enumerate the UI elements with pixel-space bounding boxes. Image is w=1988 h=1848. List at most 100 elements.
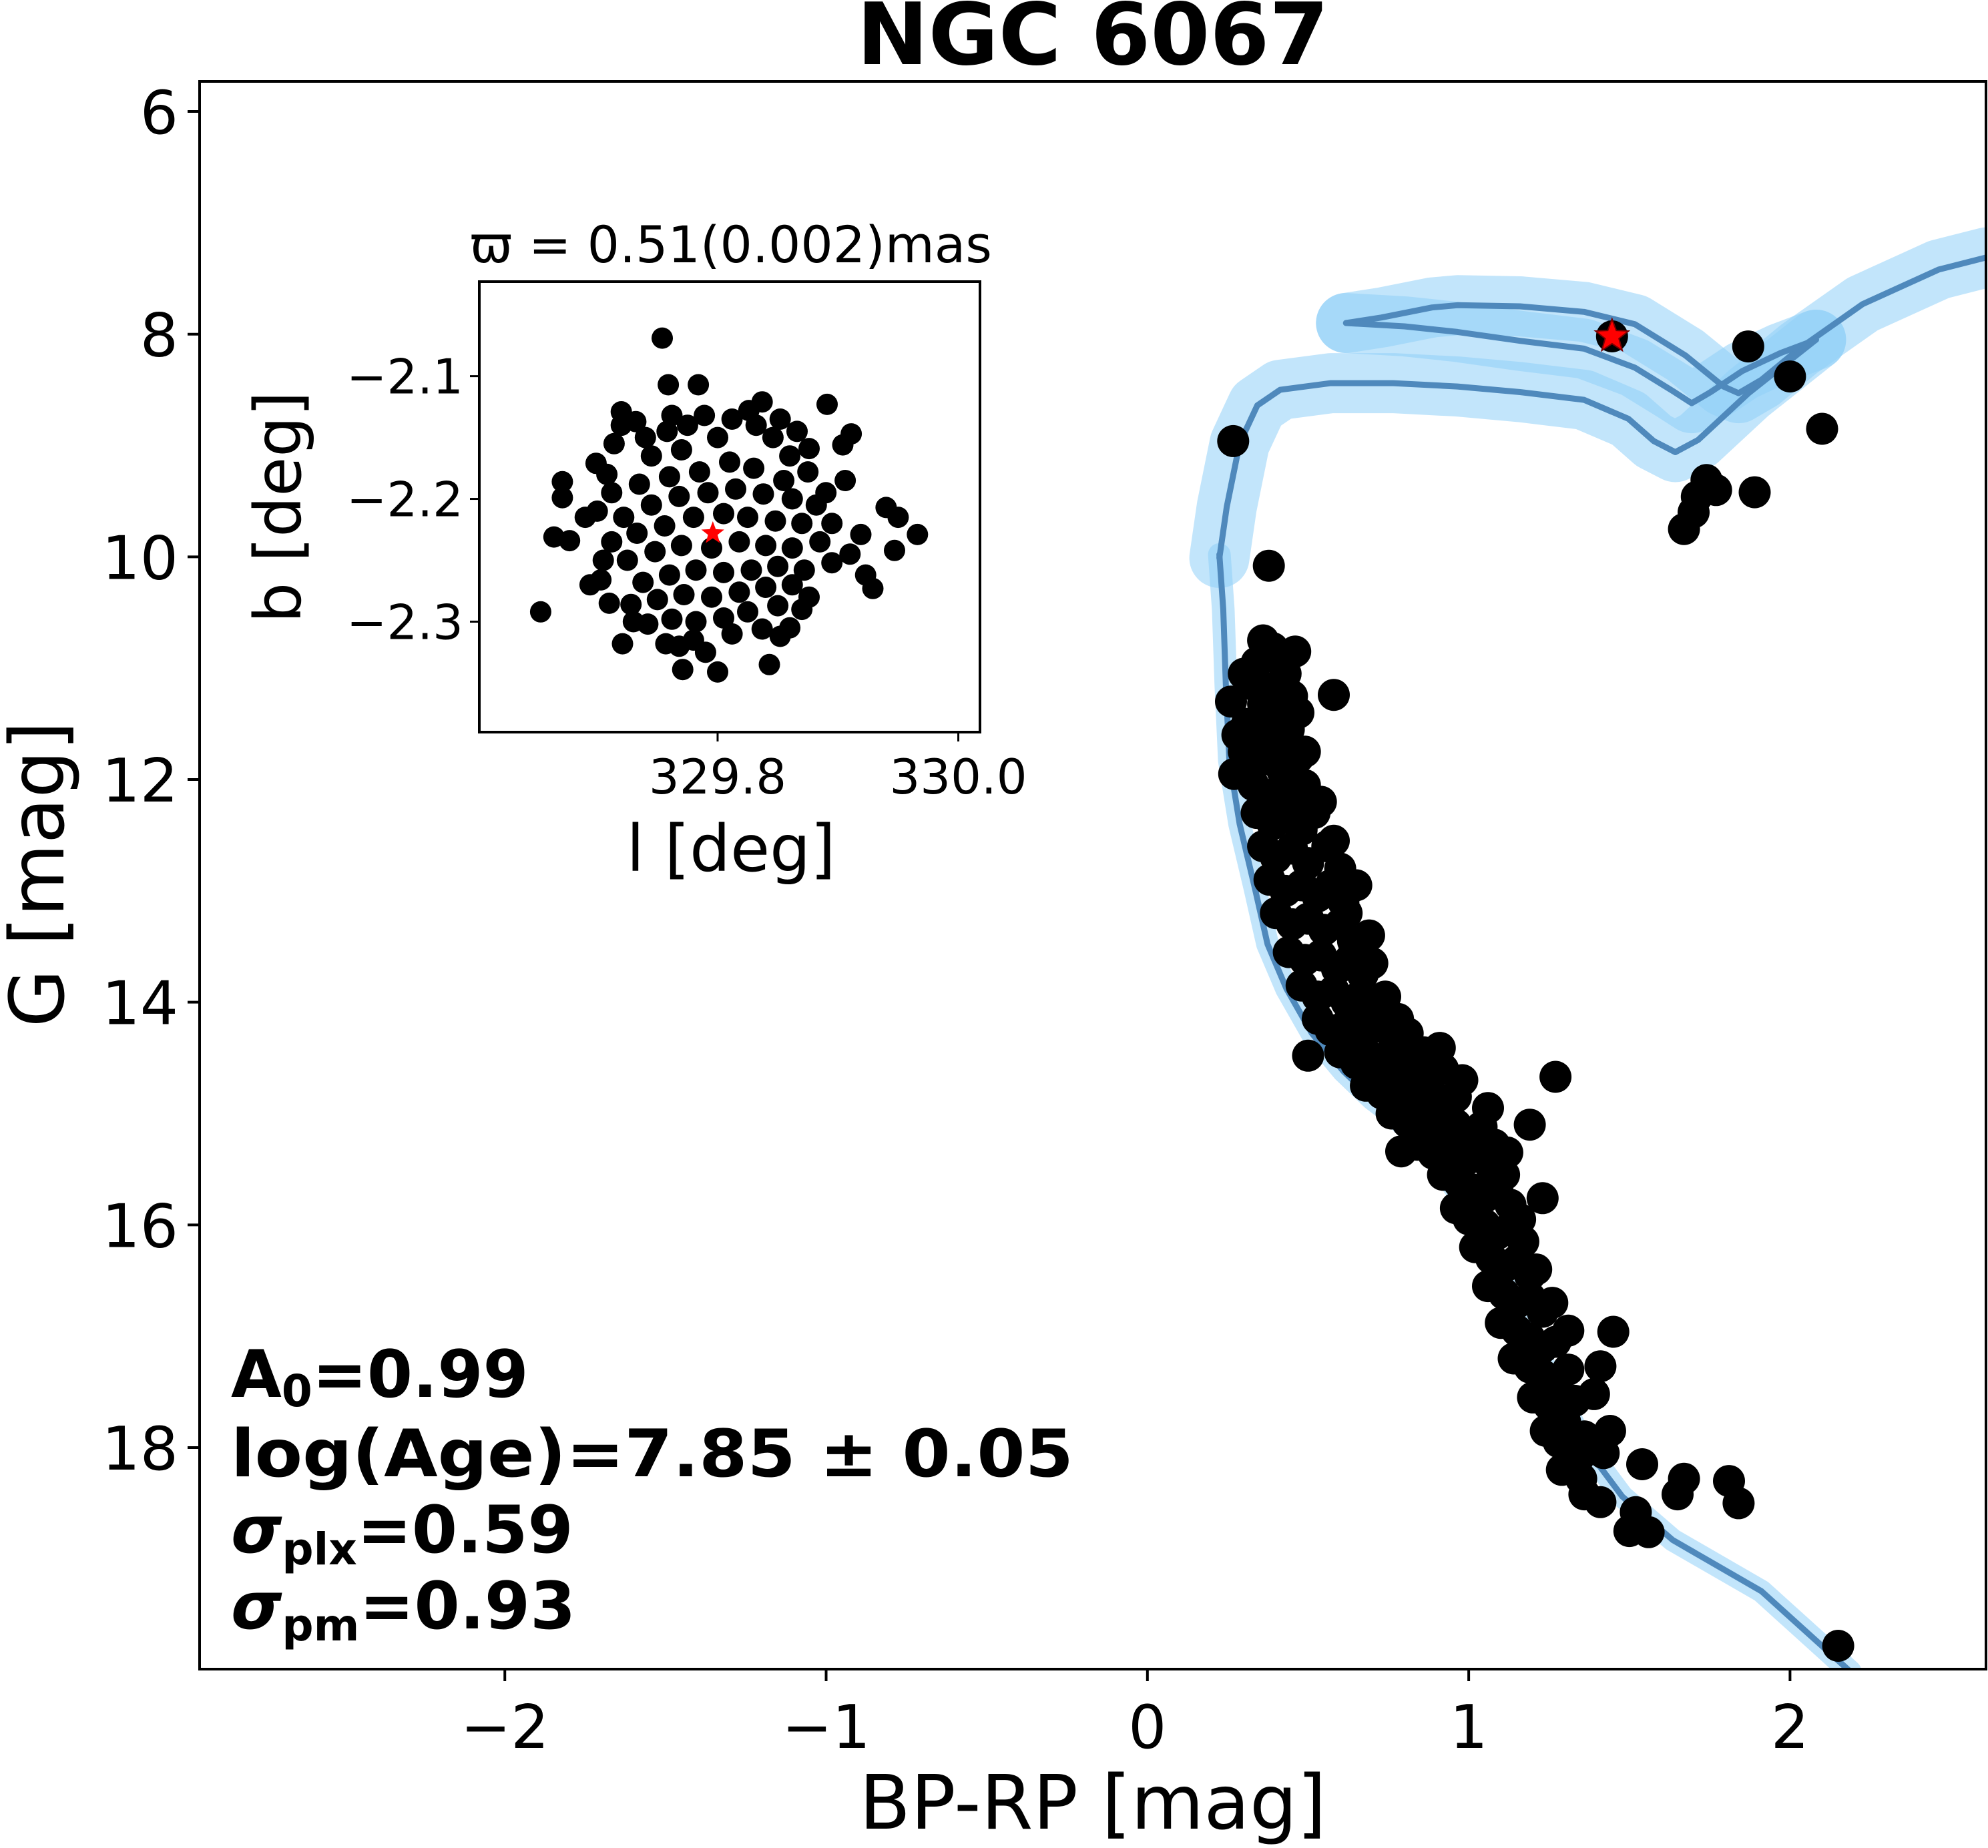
- cmd-point: [1504, 1203, 1537, 1235]
- inset-y-tick-label: −2.2: [346, 472, 463, 528]
- inset-point: [625, 410, 647, 432]
- inset-point: [611, 633, 634, 655]
- isochrone-upper-branch-a: [1342, 254, 1986, 396]
- cmd-point: [1536, 1287, 1569, 1319]
- inset-point: [767, 595, 789, 617]
- cmd-point: [1472, 1092, 1504, 1125]
- inset-point: [676, 414, 698, 436]
- inset-star-icon: [701, 521, 724, 543]
- cmd-point: [1292, 1039, 1324, 1072]
- inset-point: [670, 439, 692, 460]
- inset-point: [688, 374, 710, 396]
- inset-point: [791, 599, 813, 621]
- inset-point: [697, 482, 719, 504]
- inset-point: [839, 543, 861, 565]
- inset-point: [652, 327, 673, 349]
- inset-point: [601, 482, 623, 504]
- inset-point: [658, 466, 680, 488]
- inset-point: [551, 471, 573, 493]
- cmd-point: [1318, 824, 1350, 857]
- y-tick-label: 14: [101, 969, 178, 1039]
- inset-point: [791, 513, 813, 535]
- cmd-point: [1513, 1109, 1546, 1141]
- x-tick-label: 0: [1128, 1692, 1166, 1763]
- y-tick-label: 18: [101, 1414, 178, 1484]
- x-tick-label: 1: [1449, 1692, 1487, 1763]
- inset-point: [592, 549, 614, 571]
- cmd-point: [1593, 1415, 1626, 1447]
- inset-point: [762, 426, 784, 448]
- inset-point: [821, 552, 843, 574]
- inset-point: [779, 617, 801, 639]
- inset-point: [737, 507, 758, 529]
- cmd-point: [1597, 1315, 1630, 1348]
- cmd-point: [1288, 735, 1321, 768]
- cmd-point: [1732, 330, 1764, 363]
- inset-y-ticks: −2.1 −2.2 −2.3: [346, 349, 479, 650]
- inset-point: [707, 426, 728, 448]
- inset-point: [764, 510, 786, 532]
- inset-point: [745, 414, 767, 436]
- main-axes-frame: [198, 80, 1987, 1670]
- inset-point: [668, 485, 690, 507]
- y-tick-label: 6: [140, 78, 178, 148]
- cmd-point: [1722, 1487, 1755, 1520]
- inset-point: [725, 478, 746, 500]
- a0-symbol: A: [231, 1337, 282, 1413]
- cmd-point: [1584, 1350, 1617, 1383]
- sigma-plx-subscript: plx: [282, 1524, 356, 1575]
- inset-point: [862, 577, 884, 599]
- inset-point: [816, 393, 838, 415]
- cmd-point: [1340, 869, 1373, 902]
- inset-point: [646, 589, 668, 611]
- inset-point: [815, 482, 837, 504]
- inset-point: [755, 577, 777, 598]
- cmd-point: [1584, 1486, 1617, 1518]
- cmd-point: [1520, 1253, 1553, 1286]
- inset-axes-frame: [478, 280, 981, 733]
- inset-point: [682, 507, 704, 529]
- inset-point: [685, 611, 707, 633]
- annotation-sigma-plx: σplx=0.59: [231, 1492, 573, 1575]
- inset-point: [670, 535, 692, 557]
- inset-point: [672, 659, 694, 681]
- inset-point: [798, 438, 820, 460]
- chart-title: NGC 6067: [857, 0, 1329, 85]
- cmd-point: [1806, 412, 1838, 445]
- cmd-point: [1356, 947, 1389, 980]
- a0-value: =0.99: [312, 1337, 529, 1413]
- inset-x-tick-label: 329.8: [649, 749, 786, 805]
- inset-point: [656, 420, 678, 442]
- inset-point: [769, 408, 791, 430]
- cmd-point: [1304, 786, 1337, 818]
- inset-point: [752, 483, 774, 505]
- inset-point: [781, 574, 803, 596]
- cmd-point: [1218, 757, 1250, 790]
- inset-x-axis-label: l [deg]: [626, 812, 835, 886]
- inset-point: [728, 581, 750, 603]
- y-axis-ticks: 6 8 10 12 14 16 18: [101, 78, 200, 1484]
- annotation-sigma-pm: σpm=0.93: [231, 1568, 575, 1651]
- inset-points: [529, 327, 929, 683]
- cmd-point: [1552, 1314, 1585, 1347]
- cmd-point: [1626, 1448, 1658, 1480]
- inset-point: [773, 470, 795, 491]
- inset-point: [758, 653, 780, 675]
- inset-point: [713, 607, 734, 629]
- inset-point: [797, 461, 819, 483]
- cmd-point: [1539, 1060, 1572, 1093]
- inset-point: [644, 541, 666, 563]
- cmd-point: [1700, 474, 1732, 507]
- cmd-point: [1668, 513, 1700, 545]
- inset-point: [559, 530, 581, 552]
- cmd-point: [1221, 719, 1254, 751]
- inset-point: [632, 571, 654, 593]
- cmd-point: [1269, 641, 1302, 673]
- cmd-point: [1330, 897, 1363, 930]
- inset-point: [603, 432, 625, 454]
- inset-point: [601, 531, 623, 553]
- cmd-point: [1407, 1036, 1440, 1068]
- inset-point: [887, 507, 909, 529]
- y-axis-label: G [mag]: [0, 721, 81, 1028]
- inset-point: [620, 593, 642, 615]
